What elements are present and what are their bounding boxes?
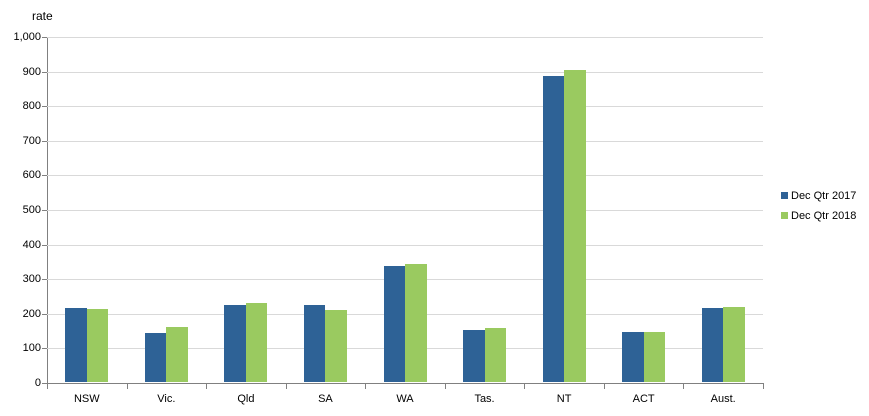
x-axis-category-label: Aust. [710, 393, 736, 405]
x-axis-category-label: Qld [237, 393, 255, 405]
y-axis-tick-label: 800 [22, 100, 41, 113]
bar-act-dec-qtr-2017 [622, 331, 644, 382]
bar-aust-dec-qtr-2017 [701, 307, 724, 382]
bar-vic-dec-qtr-2018 [166, 327, 188, 382]
y-axis-title: rate [32, 9, 53, 23]
bar-nsw-dec-qtr-2017 [65, 307, 87, 382]
x-axis-tick [206, 384, 208, 389]
x-axis-category-label: NT [556, 393, 572, 405]
x-axis-tick [365, 384, 367, 389]
legend-swatch-2017 [781, 192, 788, 199]
bar-sa-dec-qtr-2018 [325, 310, 347, 382]
bar-wa-dec-qtr-2017 [383, 266, 405, 382]
bar-nt-dec-qtr-2018 [564, 69, 586, 382]
x-axis-line [47, 383, 764, 384]
legend-label-2017: Dec Qtr 2017 [791, 189, 857, 202]
y-axis-tick-label: 300 [22, 273, 41, 286]
plot-area [47, 37, 763, 383]
gridline [47, 37, 763, 38]
bar-vic-dec-qtr-2017 [144, 332, 167, 382]
bar-qld-dec-qtr-2017 [224, 304, 246, 382]
x-axis-category-label: SA [318, 393, 333, 405]
y-axis-tick [42, 140, 47, 142]
y-axis-tick-label: 100 [22, 342, 41, 355]
x-axis-category-label: WA [396, 393, 414, 405]
y-axis-tick [42, 37, 47, 38]
y-axis-tick-label: 900 [22, 65, 41, 78]
legend-item: Dec Qtr 2018 [781, 208, 856, 223]
bar-tas-dec-qtr-2018 [484, 328, 507, 382]
gridline [47, 106, 763, 108]
y-axis-tick-label: 500 [22, 204, 41, 216]
gridline [47, 175, 763, 177]
bar-nsw-dec-qtr-2018 [86, 309, 109, 382]
x-axis-category-label: Tas. [474, 393, 495, 405]
y-axis-tick [42, 175, 47, 177]
y-axis-tick-label: 700 [22, 134, 41, 147]
gridline [47, 140, 763, 142]
y-axis-tick [42, 383, 47, 384]
gridline [47, 210, 763, 211]
bar-qld-dec-qtr-2018 [245, 303, 268, 382]
y-axis-tick [42, 279, 47, 281]
bar-sa-dec-qtr-2017 [303, 305, 326, 382]
y-axis-tick-label: 200 [22, 307, 41, 320]
bar-tas-dec-qtr-2017 [463, 329, 485, 382]
x-axis-tick [285, 384, 287, 389]
x-axis-tick [603, 384, 605, 389]
legend-label-2018: Dec Qtr 2018 [791, 209, 857, 222]
x-axis-tick [683, 384, 685, 389]
x-axis-tick [524, 384, 526, 389]
x-axis-tick [126, 384, 128, 389]
x-axis-category-label: Vic. [157, 393, 176, 405]
x-axis-tick [47, 384, 48, 389]
y-axis-tick [42, 313, 47, 315]
y-axis-tick [42, 210, 47, 211]
legend: Dec Qtr 2017 Dec Qtr 2018 [781, 188, 856, 228]
bar-aust-dec-qtr-2018 [723, 306, 745, 382]
x-axis-category-label: NSW [73, 393, 100, 405]
y-axis-tick-label: 1,000 [13, 31, 41, 43]
bar-wa-dec-qtr-2018 [405, 263, 427, 382]
y-axis-tick-label: 0 [34, 377, 41, 389]
y-axis-tick [42, 71, 47, 73]
x-axis-tick [763, 384, 764, 389]
y-axis-tick [42, 106, 47, 108]
legend-swatch-2018 [781, 212, 788, 219]
legend-item: Dec Qtr 2017 [781, 188, 856, 203]
x-axis-category-label: ACT [632, 393, 655, 405]
y-axis-tick-label: 600 [22, 169, 41, 182]
gridline [47, 71, 763, 73]
y-axis-tick [42, 348, 47, 350]
y-axis-tick [42, 244, 47, 246]
bar-nt-dec-qtr-2017 [542, 75, 565, 382]
y-axis-tick-label: 400 [22, 238, 41, 251]
gridline [47, 244, 763, 246]
x-axis-tick [444, 384, 446, 389]
bar-act-dec-qtr-2018 [643, 331, 666, 382]
